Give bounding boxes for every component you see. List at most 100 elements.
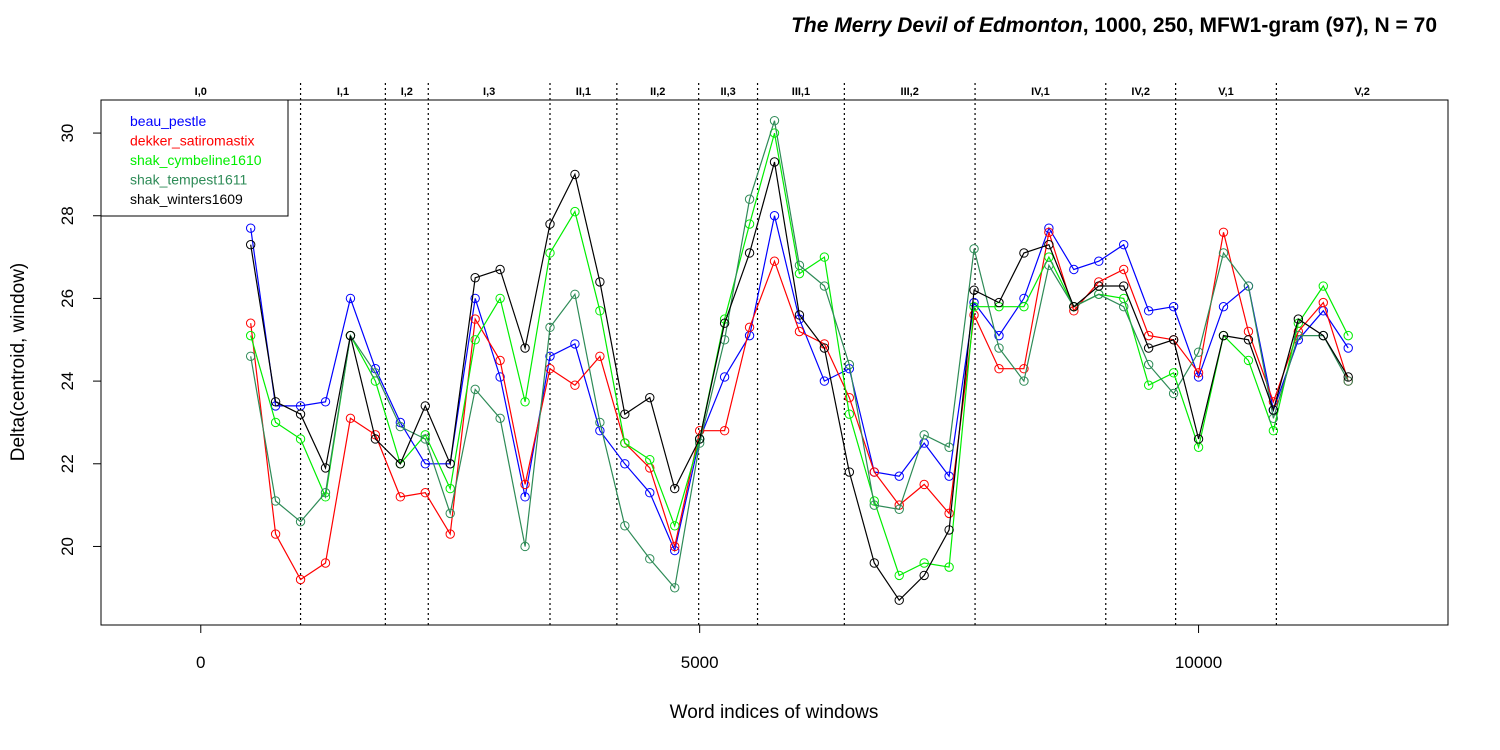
y-axis-label: Delta(centroid, window) — [8, 263, 29, 462]
data-point — [1044, 227, 1054, 237]
scene-label: IV,2 — [1131, 86, 1150, 98]
data-point — [245, 318, 256, 328]
legend-entry: dekker_satiromastix — [130, 133, 255, 149]
scene-label: IV,1 — [1031, 86, 1050, 98]
data-point — [719, 372, 730, 382]
data-point — [1243, 281, 1254, 291]
data-point — [1143, 330, 1154, 341]
data-point — [769, 157, 780, 167]
data-point — [869, 500, 879, 510]
scene-label: III,2 — [901, 86, 919, 98]
data-point — [1094, 281, 1104, 291]
data-point — [969, 301, 979, 312]
series-dekker-satiromastix — [245, 227, 1353, 585]
data-point — [1168, 301, 1179, 312]
data-point — [645, 454, 655, 465]
series-line — [250, 161, 1349, 602]
data-point — [794, 260, 805, 271]
data-point — [969, 285, 979, 295]
data-point — [994, 364, 1004, 374]
data-point — [994, 330, 1004, 341]
legend-entry: shak_cymbeline1610 — [130, 152, 262, 168]
data-point — [744, 322, 755, 333]
legend-entry: shak_winters1609 — [130, 191, 243, 207]
data-point — [1293, 314, 1304, 324]
data-point — [944, 525, 954, 535]
data-point — [670, 483, 680, 494]
data-point — [570, 289, 580, 299]
chart-title: The Merry Devil of Edmonton, 1000, 250, … — [791, 14, 1437, 37]
data-point — [894, 504, 904, 514]
data-point — [844, 467, 855, 477]
y-tick-label: 26 — [58, 289, 77, 308]
data-point — [645, 488, 655, 498]
y-tick-label: 20 — [58, 537, 77, 556]
data-point — [470, 335, 480, 345]
data-point — [1143, 359, 1154, 370]
data-point — [295, 434, 306, 444]
data-point — [1193, 434, 1204, 444]
data-point — [420, 401, 430, 411]
data-point — [445, 529, 455, 539]
data-point — [1143, 380, 1154, 390]
data-point — [270, 529, 281, 539]
scene-label: V,1 — [1218, 86, 1234, 98]
data-point — [395, 459, 406, 469]
series-line — [250, 232, 1349, 581]
data-point — [445, 483, 455, 494]
data-point — [1019, 248, 1029, 258]
scene-label: I,2 — [401, 86, 413, 98]
scene-label: I,1 — [337, 86, 349, 98]
scene-label: II,1 — [576, 86, 591, 98]
data-point — [320, 463, 331, 473]
legend-box — [100, 99, 289, 217]
data-point — [495, 413, 505, 424]
data-point — [570, 169, 580, 180]
legend-entry: beau_pestle — [130, 113, 207, 129]
data-point — [620, 521, 630, 531]
series-shak-tempest1611 — [245, 115, 1353, 593]
data-point — [1318, 297, 1328, 308]
data-point — [919, 570, 929, 581]
data-point — [345, 293, 356, 304]
series-line — [250, 120, 1349, 590]
data-point — [969, 244, 979, 254]
x-axis-label: Word indices of windows — [670, 702, 879, 723]
data-point — [495, 372, 505, 382]
data-point — [694, 434, 705, 444]
data-point — [944, 442, 954, 452]
data-point — [420, 488, 430, 498]
data-point — [670, 521, 680, 531]
data-point — [1193, 347, 1204, 357]
data-point — [645, 392, 655, 403]
data-point — [670, 541, 680, 552]
data-point — [345, 413, 356, 424]
data-point — [445, 459, 455, 469]
data-point — [670, 583, 680, 593]
data-point — [894, 570, 904, 581]
data-point — [495, 293, 505, 304]
data-point — [1044, 239, 1054, 250]
series-shak-winters1609 — [245, 157, 1353, 605]
plot-frame — [100, 99, 1449, 626]
data-point — [869, 467, 879, 477]
data-point — [520, 479, 530, 490]
data-point — [570, 339, 580, 349]
data-point — [819, 343, 830, 353]
data-point — [1119, 264, 1129, 275]
data-point — [570, 380, 580, 390]
data-point — [769, 211, 780, 221]
x-tick-label: 0 — [196, 653, 205, 672]
data-point — [1243, 335, 1254, 345]
data-point — [245, 351, 256, 361]
data-point — [844, 409, 855, 419]
data-point — [295, 409, 306, 419]
data-point — [245, 223, 256, 233]
data-point — [819, 281, 830, 291]
data-point — [270, 417, 281, 428]
data-point — [1119, 301, 1129, 312]
data-point — [944, 508, 954, 519]
scene-label: III,1 — [792, 86, 810, 98]
data-point — [719, 318, 730, 328]
